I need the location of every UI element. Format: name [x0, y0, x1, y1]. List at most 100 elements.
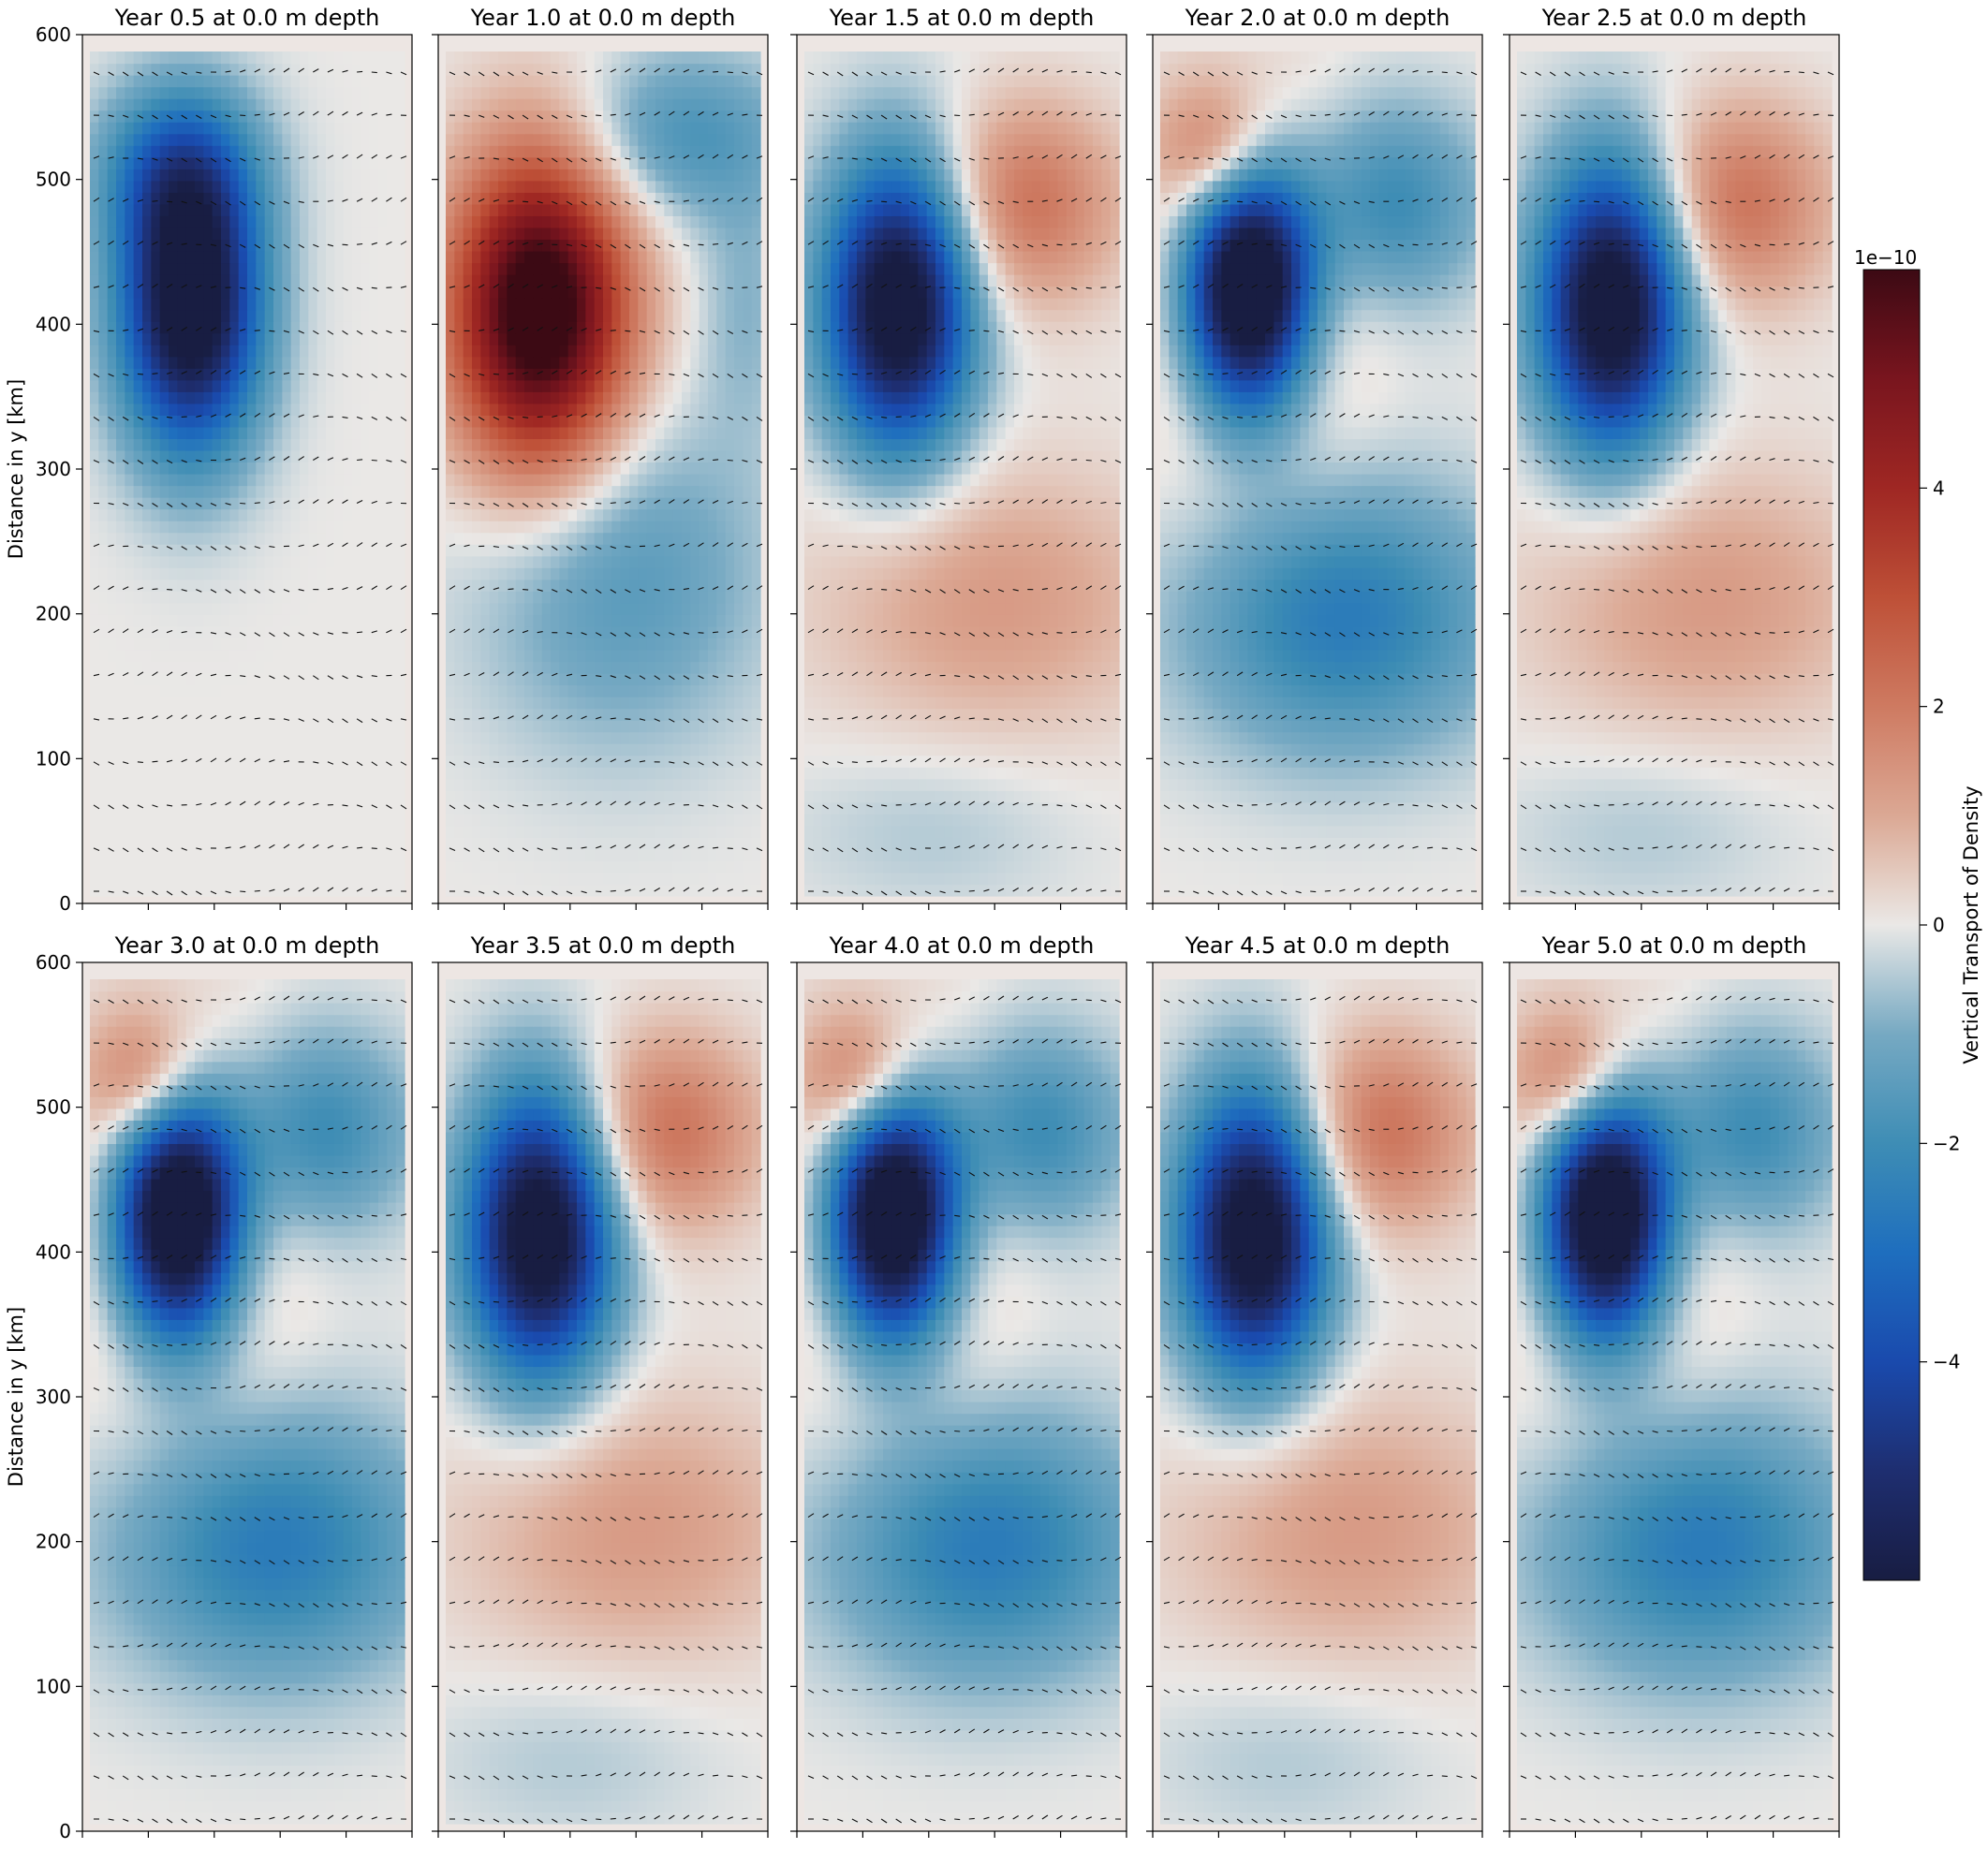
heatmap-cell	[498, 345, 508, 358]
heatmap-cell	[90, 98, 99, 111]
heatmap-cell	[212, 227, 222, 241]
heatmap-cell	[98, 192, 109, 205]
quiver-arrow	[269, 589, 275, 594]
y-tick-label: 100	[36, 747, 71, 770]
heatmap-cell	[133, 379, 143, 392]
heatmap-cell	[169, 391, 178, 404]
heatmap-cell	[489, 345, 499, 358]
heatmap-cell	[699, 591, 709, 604]
heatmap-cell	[256, 697, 266, 710]
heatmap-cell	[334, 133, 345, 146]
heatmap-cell	[290, 720, 301, 733]
heatmap-cell	[326, 778, 335, 791]
heatmap-cell	[577, 778, 586, 791]
heatmap-cell	[551, 309, 560, 322]
heatmap-cell	[498, 485, 508, 498]
heatmap-cell	[480, 485, 491, 498]
quiver-arrow	[152, 416, 158, 419]
heatmap-cell	[672, 485, 683, 498]
quiver-arrow	[225, 757, 231, 763]
heatmap-cell	[169, 767, 178, 780]
heatmap-cell	[480, 672, 491, 686]
heatmap-cell	[282, 156, 292, 169]
quiver-arrow	[342, 110, 348, 116]
heatmap-cell	[672, 403, 683, 416]
heatmap-cell	[567, 825, 578, 838]
heatmap-cell	[334, 321, 345, 334]
heatmap-cell	[699, 298, 709, 311]
heatmap-cell	[629, 720, 639, 733]
heatmap-cell	[133, 75, 143, 88]
heatmap-cell	[343, 474, 353, 487]
heatmap-cell	[247, 638, 257, 651]
heatmap-cell	[638, 837, 648, 850]
heatmap-cell	[734, 309, 744, 322]
heatmap-cell	[472, 672, 481, 686]
heatmap-cell	[541, 602, 552, 615]
heatmap-cell	[489, 801, 499, 814]
heatmap-cell	[343, 555, 353, 568]
heatmap-cell	[646, 661, 656, 674]
heatmap-cell	[169, 75, 178, 88]
heatmap-cell	[264, 274, 274, 287]
heatmap-cell	[751, 684, 761, 697]
quiver-arrow	[283, 801, 290, 806]
heatmap-cell	[699, 579, 709, 592]
heatmap-cell	[387, 215, 397, 228]
quiver-arrow	[298, 243, 304, 249]
heatmap-cell	[446, 532, 455, 545]
heatmap-cell	[463, 825, 473, 838]
quiver-arrow	[371, 630, 377, 634]
heatmap-cell	[326, 203, 335, 216]
heatmap-cell	[585, 555, 596, 568]
heatmap-cell	[498, 884, 508, 897]
quiver-arrow	[400, 847, 407, 852]
heatmap-cell	[472, 591, 481, 604]
heatmap-cell	[524, 532, 534, 545]
heatmap-cell	[454, 638, 464, 651]
heatmap-cell	[524, 474, 534, 487]
heatmap-cell	[524, 521, 534, 534]
heatmap-cell	[378, 521, 388, 534]
heatmap-cell	[352, 332, 361, 345]
heatmap-cell	[300, 532, 309, 545]
heatmap-cell	[743, 415, 753, 428]
heatmap-cell	[264, 51, 274, 65]
heatmap-cell	[577, 449, 586, 463]
heatmap-cell	[541, 801, 552, 814]
heatmap-cell	[185, 110, 196, 123]
heatmap-cell	[638, 684, 648, 697]
heatmap-cell	[559, 708, 569, 721]
heatmap-cell	[282, 485, 292, 498]
quiver-arrow	[166, 847, 173, 852]
heatmap-cell	[107, 51, 117, 65]
heatmap-cell	[664, 778, 674, 791]
heatmap-cell	[395, 684, 405, 697]
heatmap-cell	[107, 203, 117, 216]
heatmap-cell	[463, 391, 473, 404]
heatmap-cell	[142, 98, 152, 111]
heatmap-cell	[343, 332, 353, 345]
heatmap-cell	[177, 63, 187, 76]
heatmap-cell	[498, 403, 508, 416]
heatmap-cell	[378, 133, 388, 146]
heatmap-cell	[369, 544, 379, 557]
quiver-arrow	[313, 68, 319, 73]
heatmap-cell	[290, 449, 301, 463]
heatmap-cell	[395, 720, 405, 733]
heatmap-cell	[98, 790, 109, 803]
heatmap-cell	[387, 145, 397, 158]
heatmap-cell	[463, 790, 473, 803]
quiver-arrow	[93, 373, 100, 378]
heatmap-cell	[212, 415, 222, 428]
heatmap-cell	[716, 743, 727, 756]
heatmap-cell	[169, 625, 178, 638]
heatmap-cell	[159, 720, 169, 733]
heatmap-cell	[620, 332, 630, 345]
heatmap-cell	[203, 462, 214, 475]
heatmap-cell	[378, 625, 388, 638]
heatmap-cell	[264, 884, 274, 897]
heatmap-cell	[751, 474, 761, 487]
heatmap-cell	[515, 720, 525, 733]
heatmap-cell	[472, 332, 481, 345]
